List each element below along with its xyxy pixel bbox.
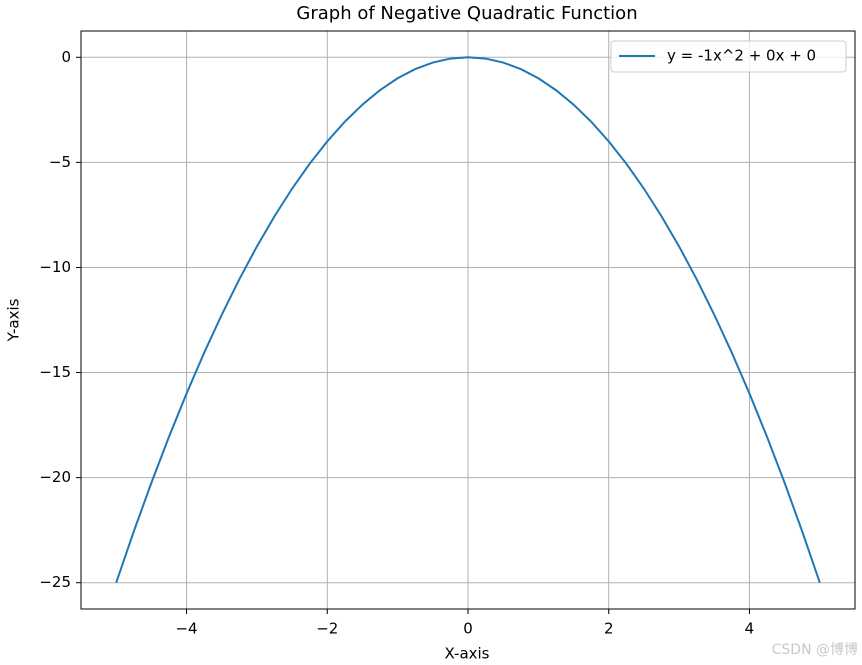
- watermark: CSDN @博博: [772, 641, 858, 658]
- chart-title: Graph of Negative Quadratic Function: [296, 3, 637, 24]
- y-tick-label: −15: [39, 363, 71, 381]
- x-tick-label: 4: [745, 620, 755, 638]
- y-tick-label: 0: [61, 48, 71, 66]
- x-tick-label: −4: [175, 620, 197, 638]
- y-axis-label: Y-axis: [5, 298, 23, 342]
- x-tick-label: −2: [316, 620, 338, 638]
- series-line: [115, 56, 821, 584]
- legend-box: [610, 40, 847, 73]
- x-tick-label: 2: [604, 620, 614, 638]
- plot-frame: [80, 30, 856, 610]
- y-tick-label: −10: [39, 258, 71, 276]
- x-tick-label: 0: [463, 620, 473, 638]
- legend-label: y = -1x^2 + 0x + 0: [667, 47, 816, 65]
- y-tick-label: −20: [39, 468, 71, 486]
- x-axis-label: X-axis: [445, 645, 490, 663]
- y-tick-label: −5: [49, 153, 71, 171]
- y-tick-label: −25: [39, 573, 71, 591]
